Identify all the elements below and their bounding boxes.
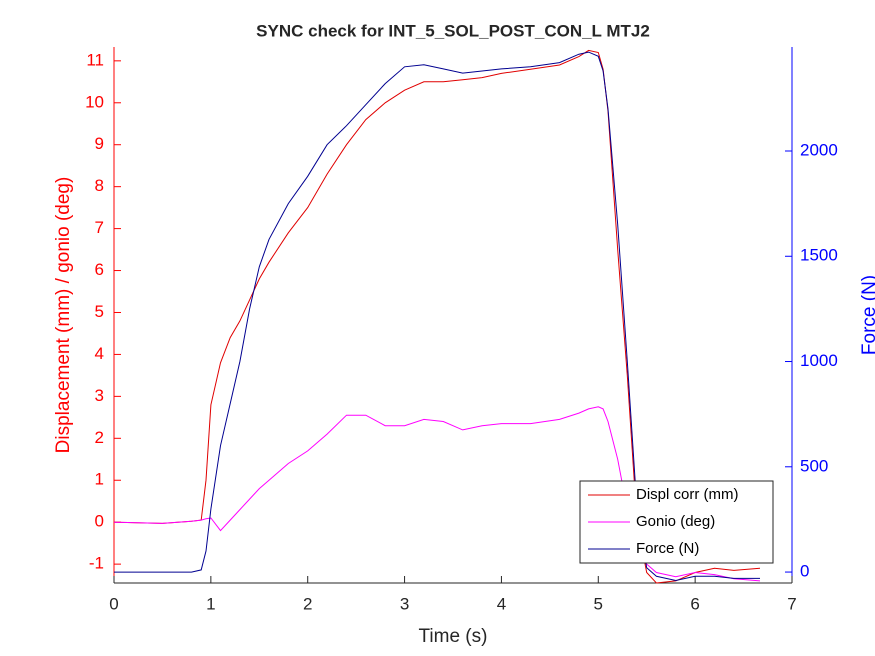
legend-label: Gonio (deg) — [636, 513, 715, 530]
y-tick-label: 1 — [95, 470, 104, 489]
y2-tick-label: 1000 — [800, 351, 838, 370]
y2-tick-label: 500 — [800, 456, 828, 475]
x-axis-label: Time (s) — [419, 626, 488, 647]
y-tick-label: 11 — [86, 50, 104, 69]
y2-tick-label: 1500 — [800, 246, 838, 265]
x-tick-label: 0 — [109, 594, 118, 613]
y-tick-label: 7 — [95, 218, 104, 237]
y-tick-label: 4 — [95, 344, 104, 363]
x-tick-label: 7 — [787, 594, 796, 613]
y-tick-label: 3 — [95, 386, 104, 405]
y-tick-label: 5 — [95, 302, 104, 321]
x-tick-label: 3 — [400, 594, 409, 613]
y2-tick-label: 0 — [800, 562, 809, 581]
y-tick-label: 8 — [95, 176, 104, 195]
y2-tick-label: 2000 — [800, 140, 838, 159]
y-tick-label: 6 — [95, 260, 104, 279]
legend-label: Force (N) — [636, 540, 699, 557]
x-tick-label: 2 — [303, 594, 312, 613]
x-tick-label: 1 — [206, 594, 215, 613]
y-axis-label: Displacement (mm) / gonio (deg) — [53, 177, 74, 454]
y-tick-label: 0 — [95, 512, 104, 531]
x-tick-label: 4 — [497, 594, 506, 613]
legend-label: Displ corr (mm) — [636, 486, 739, 503]
y-tick-label: 9 — [95, 134, 104, 153]
y-tick-label: 2 — [95, 428, 104, 447]
y2-axis-label: Force (N) — [859, 275, 875, 355]
x-tick-label: 6 — [690, 594, 699, 613]
x-tick-label: 5 — [594, 594, 603, 613]
chart-title: SYNC check for INT_5_SOL_POST_CON_L MTJ2 — [256, 21, 650, 40]
y-tick-label: 10 — [85, 92, 104, 111]
y-tick-label: -1 — [89, 554, 104, 573]
